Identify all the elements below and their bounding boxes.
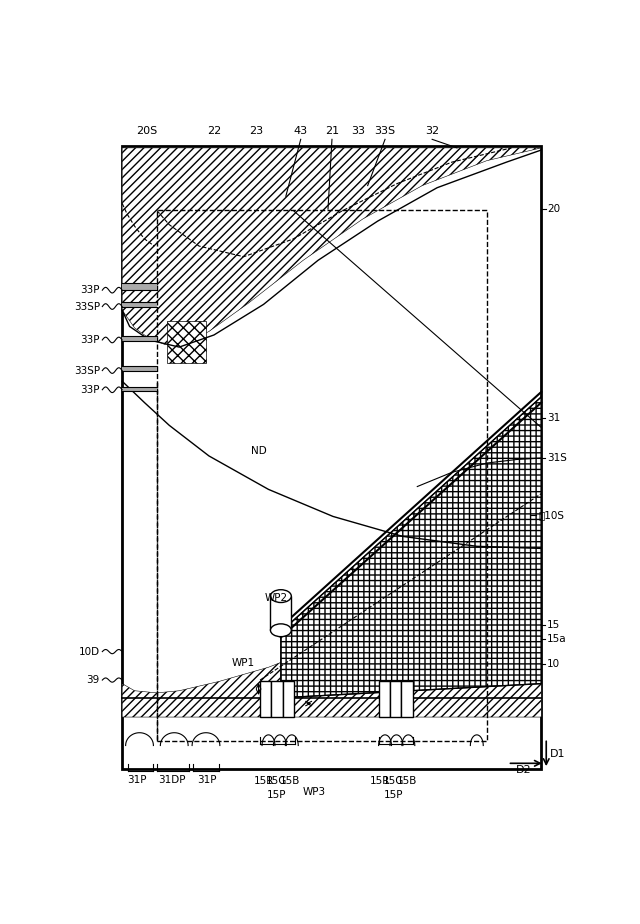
- Text: 33SP: 33SP: [74, 366, 100, 375]
- Bar: [122, 301, 157, 308]
- Text: 15P: 15P: [384, 790, 404, 800]
- Bar: [283, 682, 294, 717]
- Text: D1: D1: [550, 749, 566, 759]
- Text: 10: 10: [547, 660, 561, 669]
- Text: 33P: 33P: [81, 384, 100, 395]
- Text: WP3: WP3: [303, 786, 326, 796]
- Text: 15R: 15R: [253, 776, 274, 786]
- Text: 43: 43: [294, 126, 308, 136]
- Text: 15G: 15G: [383, 776, 404, 786]
- Bar: [401, 682, 413, 717]
- Text: 31P: 31P: [127, 774, 147, 784]
- Text: 15B: 15B: [397, 776, 417, 786]
- Text: 32: 32: [425, 126, 439, 136]
- Text: 31DP: 31DP: [158, 774, 186, 784]
- Text: 33SP: 33SP: [74, 301, 100, 311]
- Bar: [260, 682, 271, 717]
- Polygon shape: [167, 321, 207, 363]
- Text: 23: 23: [249, 126, 263, 136]
- Text: 39: 39: [86, 675, 100, 685]
- Text: 33P: 33P: [81, 286, 100, 295]
- Bar: [271, 682, 283, 717]
- Bar: [379, 682, 390, 717]
- Bar: [122, 283, 157, 290]
- Text: WP2: WP2: [264, 592, 287, 602]
- Text: 31P: 31P: [196, 774, 216, 784]
- Text: D2: D2: [516, 765, 532, 775]
- Text: 10D: 10D: [79, 647, 100, 657]
- Text: WP1: WP1: [232, 658, 255, 668]
- Bar: [271, 596, 291, 630]
- Polygon shape: [122, 148, 541, 345]
- Text: 33S: 33S: [374, 126, 396, 136]
- Ellipse shape: [271, 624, 291, 637]
- Text: ～10S: ～10S: [539, 510, 564, 520]
- Ellipse shape: [271, 590, 291, 602]
- Polygon shape: [122, 382, 541, 717]
- Text: 15a: 15a: [547, 634, 567, 644]
- Text: 20S: 20S: [136, 126, 157, 136]
- Text: 15P: 15P: [267, 790, 287, 800]
- Text: 31: 31: [547, 413, 561, 423]
- Text: 15B: 15B: [280, 776, 301, 786]
- Text: 15R: 15R: [370, 776, 390, 786]
- Text: 20: 20: [547, 204, 561, 214]
- Bar: [122, 387, 157, 391]
- Text: 33: 33: [351, 126, 365, 136]
- Text: 33P: 33P: [81, 335, 100, 345]
- Text: 15: 15: [547, 620, 561, 629]
- Bar: [390, 682, 401, 717]
- Bar: [122, 366, 157, 371]
- Text: 15G: 15G: [266, 776, 287, 786]
- Text: 31S: 31S: [547, 453, 567, 463]
- Bar: [122, 146, 541, 769]
- Bar: [157, 211, 487, 740]
- Bar: [122, 335, 157, 341]
- Polygon shape: [281, 397, 541, 698]
- Text: ND: ND: [251, 446, 266, 456]
- Text: 22: 22: [207, 126, 221, 136]
- Text: 21: 21: [325, 126, 339, 136]
